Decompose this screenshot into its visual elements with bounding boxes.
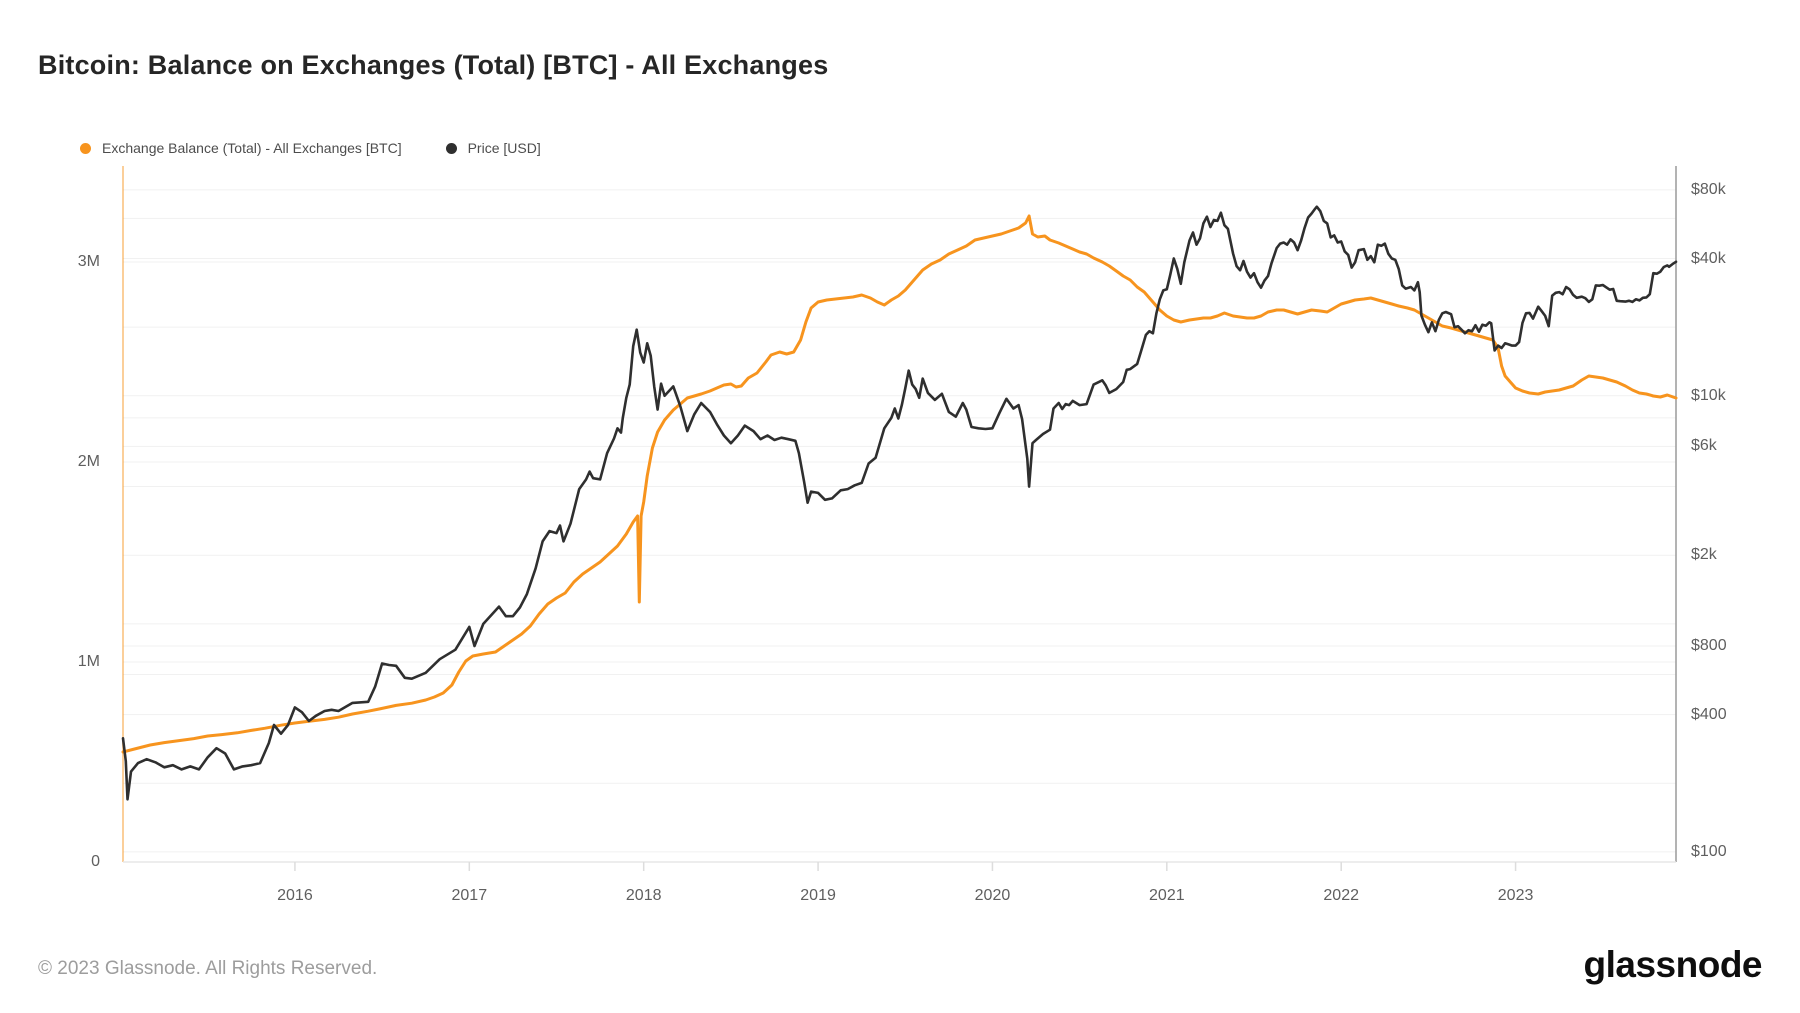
left-axis-label-1M: 1M <box>77 653 100 670</box>
series-exchange-balance-line <box>121 214 1678 754</box>
x-axis-label-2017: 2017 <box>451 887 488 904</box>
glassnode-logo: glassnode <box>1583 944 1763 985</box>
copyright-text: © 2023 Glassnode. All Rights Reserved. <box>38 958 378 979</box>
right-axis-label-2k: $2k <box>1691 546 1717 564</box>
left-axis-label-3M: 3M <box>77 253 100 270</box>
right-axis-label-80k: $80k <box>1691 180 1726 198</box>
legend-dot-orange-icon <box>80 142 91 154</box>
x-axis-label-2023: 2023 <box>1497 887 1534 904</box>
right-axis-label-6k: $6k <box>1691 437 1717 455</box>
left-axis-label-2M: 2M <box>77 453 100 470</box>
chart-legend: Exchange Balance (Total) - All Exchanges… <box>80 140 541 156</box>
x-axis-label-2022: 2022 <box>1323 887 1359 904</box>
x-axis-label-2021: 2021 <box>1149 887 1185 904</box>
x-axis-label-2020: 2020 <box>974 887 1011 904</box>
x-axis-label-2016: 2016 <box>277 887 313 904</box>
legend-item-exchange-balance: Exchange Balance (Total) - All Exchanges… <box>80 140 402 156</box>
right-axis-label-800: $800 <box>1691 636 1727 654</box>
legend-item-price: Price [USD] <box>445 140 541 156</box>
legend-label-exchange-balance: Exchange Balance (Total) - All Exchanges… <box>102 140 402 156</box>
legend-label-price: Price [USD] <box>467 140 541 156</box>
left-axis-label-0: 0 <box>91 853 100 870</box>
right-axis-label-40k: $40k <box>1691 249 1726 267</box>
series-price-line <box>121 205 1678 801</box>
right-axis-label-100: $100 <box>1691 842 1727 860</box>
right-axis-label-400: $400 <box>1691 705 1727 723</box>
x-axis-label-2018: 2018 <box>625 887 662 904</box>
x-axis-label-2019: 2019 <box>800 887 836 904</box>
right-axis-label-10k: $10k <box>1691 386 1726 404</box>
page-title: Bitcoin: Balance on Exchanges (Total) [B… <box>38 50 829 80</box>
legend-dot-black-icon <box>445 142 457 154</box>
